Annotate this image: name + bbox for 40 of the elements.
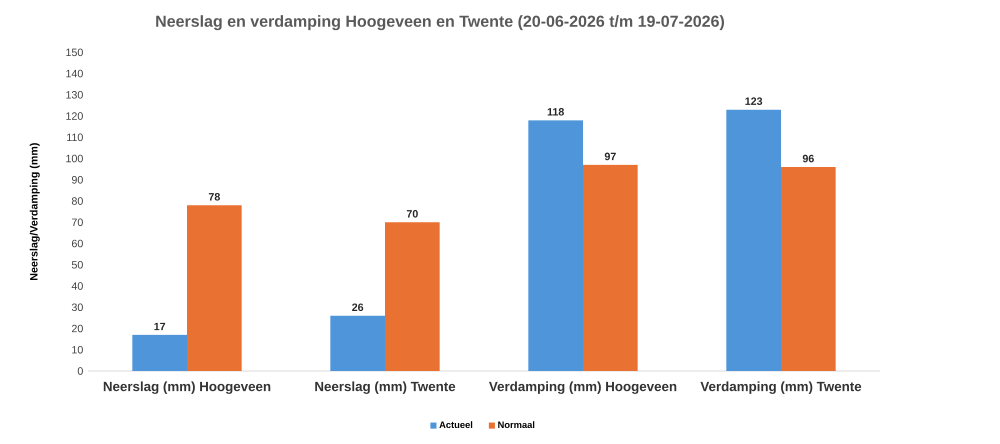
chart-title: Neerslag en verdamping Hoogeveen en Twente (20-06-2026 t/m 19-07-2026): [156, 15, 724, 30]
y-tick-label: 70: [72, 218, 83, 226]
y-tick-label: 100: [66, 154, 83, 162]
y-tick-label: 0: [78, 367, 83, 375]
bar: [583, 164, 638, 371]
x-tick-label: Neerslag (mm) Hoogeveen: [104, 381, 270, 394]
y-tick-label: 20: [72, 324, 83, 332]
y-tick-label: 80: [72, 197, 83, 205]
y-tick-label: 10: [72, 346, 83, 354]
bar: [187, 205, 242, 371]
y-tick-label: 110: [67, 134, 83, 142]
bar: [780, 167, 836, 371]
y-tick-label: 40: [72, 282, 83, 290]
x-tick-label: Neerslag (mm) Twente: [315, 381, 456, 394]
legend-label: Normaal: [498, 421, 534, 428]
y-tick-label: 60: [72, 240, 83, 248]
y-axis-title: Neerslag/Verdamping (mm): [30, 143, 40, 280]
data-label: 118: [548, 108, 564, 116]
data-label: 96: [802, 154, 814, 162]
data-label: 17: [154, 322, 166, 330]
x-tick-label: Verdamping (mm) Hoogeveen: [488, 381, 676, 394]
bar: [726, 110, 781, 371]
bar: [330, 316, 385, 371]
y-tick-label: 30: [72, 303, 83, 312]
data-label: 97: [604, 152, 616, 160]
x-tick-label: Verdamping (mm) Twente: [700, 381, 862, 394]
data-label: 123: [745, 97, 762, 105]
legend-label: Actueel: [439, 421, 472, 428]
data-label: 70: [406, 210, 418, 218]
y-tick-label: 130: [66, 91, 83, 99]
y-tick-label: 90: [72, 176, 83, 184]
y-tick-label: 50: [72, 261, 83, 269]
bar: [385, 222, 440, 371]
data-label: 26: [352, 304, 364, 312]
bar: [528, 120, 583, 371]
data-label: 78: [208, 193, 220, 201]
y-tick-label: 140: [66, 70, 83, 78]
y-tick-label: 120: [66, 112, 83, 120]
y-tick-label: 150: [66, 48, 83, 56]
bar: [132, 334, 188, 371]
